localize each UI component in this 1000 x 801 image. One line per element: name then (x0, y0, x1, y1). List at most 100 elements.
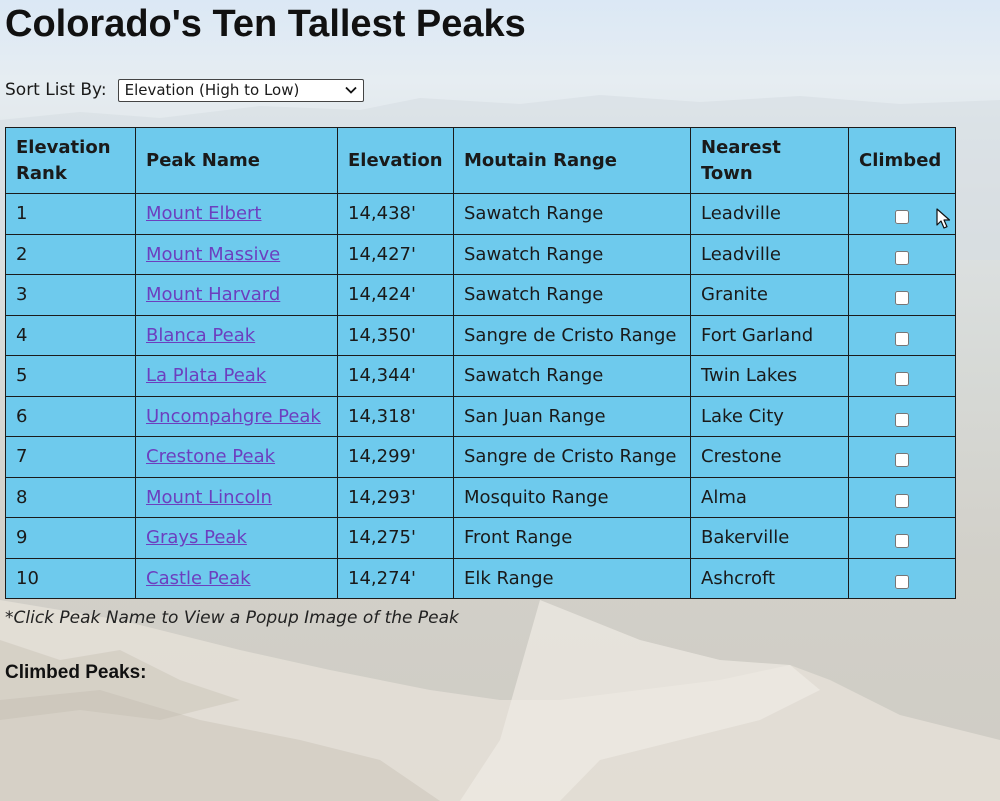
nearest-town-cell: Crestone (690, 436, 849, 478)
climbed-checkbox[interactable] (895, 331, 909, 346)
rank-cell: 6 (5, 395, 136, 437)
peak-name-link[interactable]: Mount Massive (146, 243, 281, 265)
chevron-down-icon (344, 84, 357, 97)
table-row: 7 Crestone Peak 14,299' Sangre de Cristo Ra… (5, 436, 956, 478)
nearest-town-cell: Granite (690, 274, 849, 316)
peak-name-cell: Grays Peak (135, 517, 338, 559)
peak-name-link[interactable]: La Plata Peak (146, 365, 267, 387)
rank-cell: 1 (5, 193, 136, 235)
climbed-cell (848, 314, 956, 356)
table-row: 5 La Plata Peak 14,344' Sawatch Range Twin L… (5, 355, 956, 397)
nearest-town-cell: Bakerville (690, 517, 849, 559)
climbed-checkbox[interactable] (895, 210, 909, 225)
climbed-checkbox[interactable] (895, 534, 909, 549)
mountain-range-cell: Sangre de Cristo Range (453, 436, 691, 478)
peak-popup-note: *Click Peak Name to View a Popup Image o… (5, 608, 459, 628)
header-elevation[interactable]: Elevation (337, 127, 454, 194)
climbed-checkbox[interactable] (895, 493, 909, 508)
peak-name-link[interactable]: Mount Elbert (146, 203, 262, 225)
peak-name-cell: Mount Lincoln (135, 476, 338, 518)
peak-name-link[interactable]: Blanca Peak (146, 324, 256, 346)
mouse-pointer-icon (936, 208, 951, 229)
peak-name-link[interactable]: Mount Harvard (146, 284, 281, 306)
climbed-checkbox[interactable] (895, 250, 909, 265)
peak-name-link[interactable]: Castle Peak (146, 567, 251, 589)
climbed-checkbox[interactable] (895, 412, 909, 427)
mountain-range-cell: Sawatch Range (453, 233, 691, 275)
elevation-cell: 14,427' (337, 233, 454, 275)
table-row: 6 Uncompahgre Peak 14,318' San Juan Range La… (5, 395, 956, 437)
peak-name-cell: Mount Massive (135, 233, 338, 275)
climbed-cell (848, 355, 956, 397)
peak-name-cell: La Plata Peak (135, 355, 338, 397)
elevation-cell: 14,424' (337, 274, 454, 316)
table-row: 2 Mount Massive 14,427' Sawatch Range Leadvi… (5, 233, 956, 275)
elevation-cell: 14,318' (337, 395, 454, 437)
mountain-range-cell: Sawatch Range (453, 193, 691, 235)
page-title: Colorado's Ten Tallest Peaks (5, 3, 526, 45)
peak-name-link[interactable]: Uncompahgre Peak (146, 405, 321, 427)
sort-select-value: Elevation (High to Low) (124, 81, 300, 99)
peaks-table: Elevation Rank Peak Name Elevation Mouta… (5, 127, 956, 599)
climbed-checkbox[interactable] (895, 291, 909, 306)
climbed-checkbox[interactable] (895, 574, 909, 589)
elevation-cell: 14,274' (337, 557, 454, 599)
table-row: 10 Castle Peak 14,274' Elk Range Ashcroft (5, 557, 956, 599)
nearest-town-cell: Leadville (690, 193, 849, 235)
header-elevation-rank[interactable]: Elevation Rank (5, 127, 136, 194)
nearest-town-cell: Twin Lakes (690, 355, 849, 397)
peak-name-cell: Uncompahgre Peak (135, 395, 338, 437)
mountain-range-cell: San Juan Range (453, 395, 691, 437)
elevation-cell: 14,350' (337, 314, 454, 356)
climbed-checkbox[interactable] (895, 453, 909, 468)
peak-name-link[interactable]: Mount Lincoln (146, 486, 272, 508)
climbed-cell (848, 395, 956, 437)
mountain-range-cell: Sangre de Cristo Range (453, 314, 691, 356)
header-mountain-range[interactable]: Moutain Range (453, 127, 691, 194)
climbed-cell (848, 557, 956, 599)
table-row: 8 Mount Lincoln 14,293' Mosquito Range Alma (5, 476, 956, 518)
sort-select[interactable]: Elevation (High to Low) (117, 78, 364, 102)
peak-name-cell: Mount Elbert (135, 193, 338, 235)
elevation-cell: 14,293' (337, 476, 454, 518)
peak-name-cell: Crestone Peak (135, 436, 338, 478)
rank-cell: 5 (5, 355, 136, 397)
table-row: 1 Mount Elbert 14,438' Sawatch Range Leadvil… (5, 193, 956, 235)
peak-name-cell: Mount Harvard (135, 274, 338, 316)
rank-cell: 8 (5, 476, 136, 518)
table-header-row: Elevation Rank Peak Name Elevation Mouta… (5, 127, 956, 194)
table-row: 9 Grays Peak 14,275' Front Range Bakerville (5, 517, 956, 559)
mountain-range-cell: Elk Range (453, 557, 691, 599)
climbed-cell (848, 517, 956, 559)
sort-controls: Sort List By: Elevation (High to Low) (5, 77, 1000, 103)
elevation-cell: 14,344' (337, 355, 454, 397)
mountain-range-cell: Sawatch Range (453, 274, 691, 316)
climbed-cell (848, 274, 956, 316)
nearest-town-cell: Alma (690, 476, 849, 518)
nearest-town-cell: Ashcroft (690, 557, 849, 599)
header-climbed[interactable]: Climbed (848, 127, 956, 194)
climbed-cell (848, 476, 956, 518)
climbed-peaks-heading: Climbed Peaks: (5, 662, 147, 683)
peak-name-link[interactable]: Crestone Peak (146, 446, 276, 468)
rank-cell: 9 (5, 517, 136, 559)
elevation-cell: 14,275' (337, 517, 454, 559)
header-peak-name[interactable]: Peak Name (135, 127, 338, 194)
elevation-cell: 14,299' (337, 436, 454, 478)
climbed-cell (848, 436, 956, 478)
sort-label: Sort List By: (5, 80, 107, 100)
header-nearest-town[interactable]: Nearest Town (690, 127, 849, 194)
mountain-range-cell: Sawatch Range (453, 355, 691, 397)
rank-cell: 3 (5, 274, 136, 316)
peaks-table-body: 1 Mount Elbert 14,438' Sawatch Range Leadvil… (5, 193, 956, 599)
peak-name-link[interactable]: Grays Peak (146, 527, 247, 549)
rank-cell: 4 (5, 314, 136, 356)
nearest-town-cell: Leadville (690, 233, 849, 275)
table-row: 4 Blanca Peak 14,350' Sangre de Cristo Rang… (5, 314, 956, 356)
climbed-checkbox[interactable] (895, 372, 909, 387)
rank-cell: 10 (5, 557, 136, 599)
rank-cell: 2 (5, 233, 136, 275)
nearest-town-cell: Fort Garland (690, 314, 849, 356)
peak-name-cell: Blanca Peak (135, 314, 338, 356)
table-row: 3 Mount Harvard 14,424' Sawatch Range Granit… (5, 274, 956, 316)
